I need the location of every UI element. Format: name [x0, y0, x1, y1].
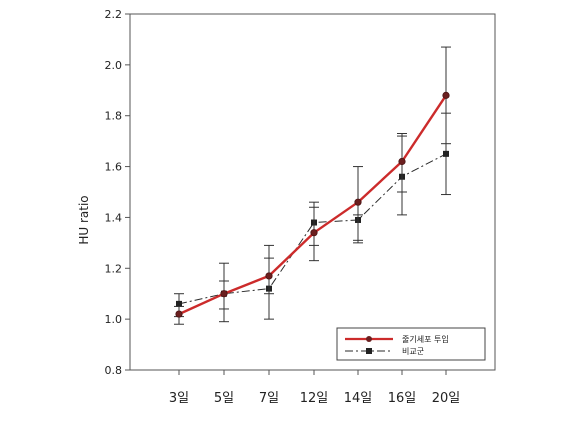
x-tick-label: 12일 — [300, 391, 329, 406]
data-point-stem-cell — [265, 272, 273, 280]
plot-area — [129, 13, 496, 371]
data-point-control — [443, 150, 449, 157]
x-tick-label: 16일 — [388, 391, 417, 406]
legend-label-stem-cell: 줄기세포 투입 — [402, 335, 449, 344]
series-layer — [174, 46, 451, 325]
y-tick-label: 0.8 — [105, 364, 123, 377]
data-point-stem-cell — [310, 229, 318, 237]
y-tick-label: 1.4 — [105, 211, 123, 224]
data-point-stem-cell — [175, 310, 183, 318]
plot-border — [129, 13, 496, 371]
data-point-stem-cell — [354, 198, 362, 206]
series-stem-cell — [174, 46, 451, 325]
x-axis: 3일 5일 7일 12일 14일 16일 20일 — [169, 370, 460, 406]
y-axis: 0.8 1.0 1.2 1.4 1.6 1.8 2.0 2.2 — [105, 8, 130, 377]
data-point-stem-cell — [398, 157, 406, 166]
x-tick-label: 20일 — [432, 391, 461, 406]
x-tick-label: 14일 — [344, 391, 373, 406]
legend-entry-stem-cell: 줄기세포 투입 — [345, 335, 449, 344]
legend-marker-stem-cell — [366, 336, 372, 342]
data-point-control — [176, 300, 182, 307]
y-tick-label: 1.6 — [105, 161, 123, 174]
y-tick-label: 1.0 — [105, 313, 123, 326]
data-point-stem-cell — [442, 91, 450, 99]
data-point-stem-cell — [220, 290, 228, 298]
x-tick-label: 7일 — [259, 391, 279, 406]
legend-box — [336, 327, 486, 361]
legend-entry-control: 비교군 — [345, 347, 424, 356]
legend-marker-control — [366, 348, 372, 354]
y-tick-label: 1.2 — [105, 262, 123, 275]
legend-label-control: 비교군 — [402, 347, 424, 356]
y-tick-label: 2.0 — [105, 59, 123, 72]
y-axis-title: HU ratio — [77, 195, 91, 244]
y-tick-label: 2.2 — [105, 8, 123, 21]
y-tick-label: 1.8 — [105, 110, 123, 123]
series-control — [174, 112, 451, 323]
x-tick-label: 3일 — [169, 391, 189, 406]
x-tick-label: 5일 — [214, 391, 234, 406]
